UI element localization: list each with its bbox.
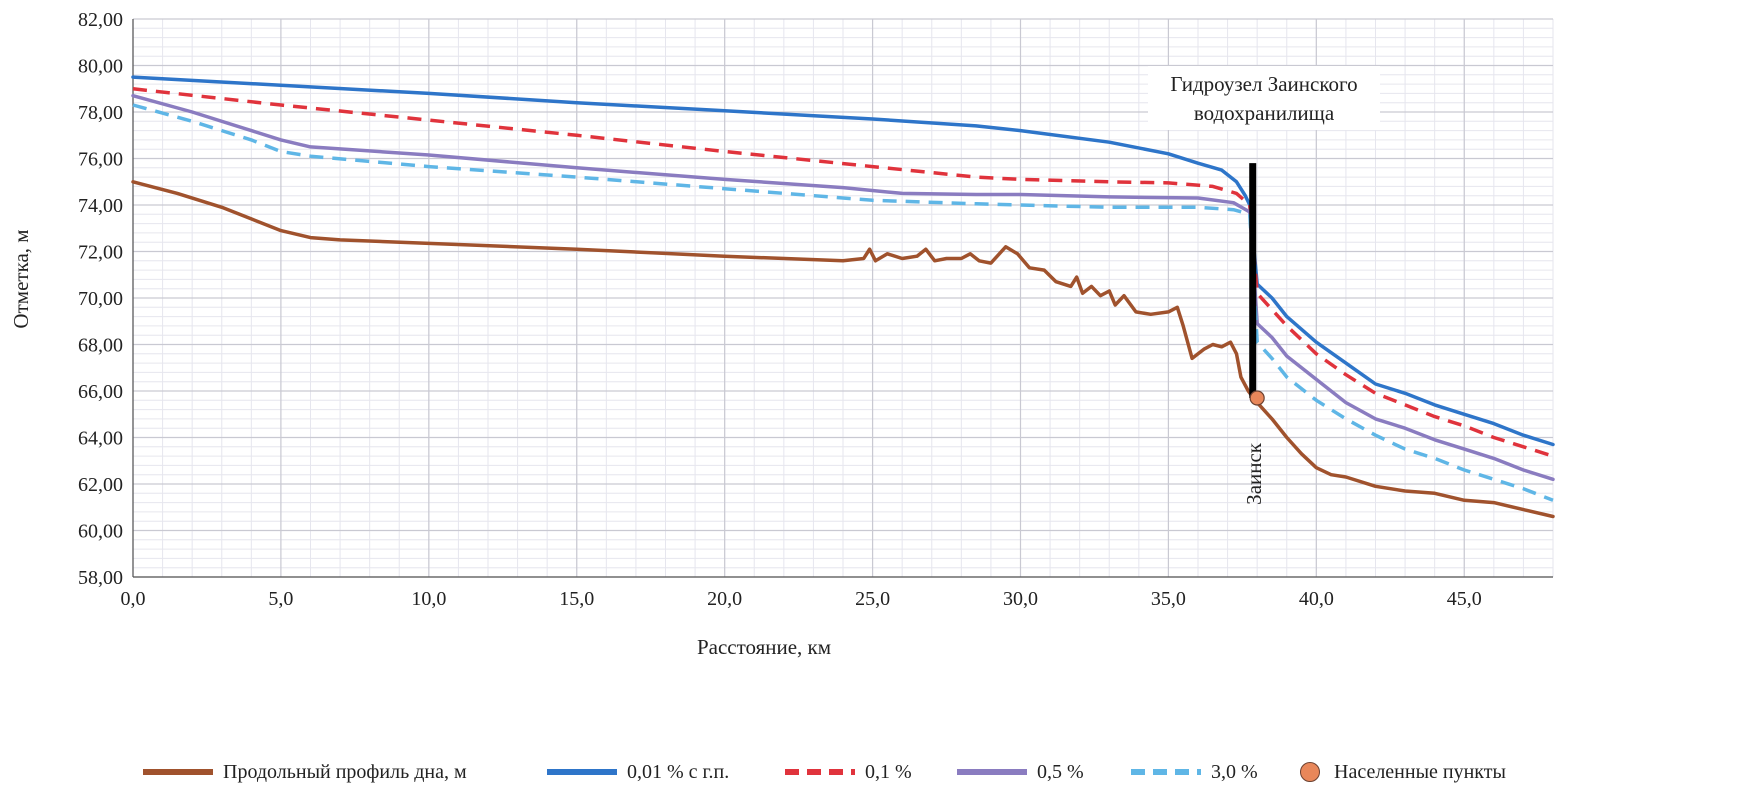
chart: 0,0 5,0 10,0 15,0 20,0 25,0 30,0 35,0 40,0 45,0 58… bbox=[9, 9, 1555, 659]
y-tick-label: 78,00 bbox=[78, 102, 123, 124]
legend-item-01: 0,1 % bbox=[785, 752, 912, 792]
y-tick-label: 76,00 bbox=[78, 149, 123, 171]
legend-label-01: 0,1 % bbox=[865, 760, 912, 783]
series-30 bbox=[132, 103, 1554, 502]
annotation-background bbox=[1148, 66, 1380, 130]
legend-label-05: 0,5 % bbox=[1037, 760, 1084, 783]
settlement-point bbox=[1249, 390, 1265, 406]
legend-item-30: 3,0 % bbox=[1131, 752, 1258, 792]
y-tick-label: 62,00 bbox=[78, 474, 123, 496]
legend-swatch-001 bbox=[547, 769, 617, 775]
y-tick-label: 74,00 bbox=[78, 195, 123, 217]
x-tick-label: 45,0 bbox=[1447, 588, 1482, 610]
legend-swatch-01 bbox=[785, 769, 855, 775]
axes: 0,0 5,0 10,0 15,0 20,0 25,0 30,0 35,0 40,0 45,0 58… bbox=[78, 9, 1553, 610]
y-tick-label: 80,00 bbox=[78, 56, 123, 78]
y-tick-label: 82,00 bbox=[78, 9, 123, 31]
x-tick-label: 5,0 bbox=[268, 588, 293, 610]
y-tick-label: 66,00 bbox=[78, 381, 123, 403]
x-tick-label: 15,0 bbox=[559, 588, 594, 610]
legend-item-bed-profile: Продольный профиль дна, м bbox=[143, 752, 467, 792]
y-tick-label: 72,00 bbox=[78, 242, 123, 264]
legend-item-settlements: Населенные пункты bbox=[1300, 752, 1506, 792]
legend-label-settlements: Населенные пункты bbox=[1334, 760, 1506, 783]
markers-layer: Заинск bbox=[1242, 163, 1266, 505]
legend-label-bed-profile: Продольный профиль дна, м bbox=[223, 760, 467, 783]
x-tick-label: 10,0 bbox=[411, 588, 446, 610]
x-tick-label: 0,0 bbox=[121, 588, 146, 610]
legend: Продольный профиль дна, м 0,01 % с г.п. … bbox=[0, 752, 1747, 792]
legend-item-05: 0,5 % bbox=[957, 752, 1084, 792]
y-axis-title: Отметка, м bbox=[9, 229, 33, 328]
y-tick-label: 68,00 bbox=[78, 335, 123, 357]
legend-swatch-30 bbox=[1131, 769, 1201, 775]
series-bed-profile bbox=[131, 180, 1555, 519]
y-tick-label: 70,00 bbox=[78, 288, 123, 310]
dam-annotation-line1: Гидроузел Заинского bbox=[1170, 72, 1357, 96]
x-tick-label: 25,0 bbox=[855, 588, 890, 610]
y-tick-label: 58,00 bbox=[78, 567, 123, 589]
dam-annotation-line2: водохранилища bbox=[1194, 101, 1335, 125]
x-tick-label: 40,0 bbox=[1299, 588, 1334, 610]
x-axis-title: Расстояние, км bbox=[697, 635, 831, 659]
legend-item-001: 0,01 % с г.п. bbox=[547, 752, 729, 792]
y-tick-label: 64,00 bbox=[78, 428, 123, 450]
series-001 bbox=[131, 75, 1555, 447]
legend-swatch-bed-profile bbox=[143, 769, 213, 775]
x-tick-label: 35,0 bbox=[1151, 588, 1186, 610]
x-tick-label: 30,0 bbox=[1003, 588, 1038, 610]
legend-label-30: 3,0 % bbox=[1211, 760, 1258, 783]
legend-swatch-settlements bbox=[1300, 762, 1320, 782]
series-05 bbox=[131, 93, 1555, 482]
legend-label-001: 0,01 % с г.п. bbox=[627, 760, 730, 783]
y-tick-label: 60,00 bbox=[78, 521, 123, 543]
settlement-label: Заинск bbox=[1242, 442, 1266, 505]
x-tick-label: 20,0 bbox=[707, 588, 742, 610]
legend-swatch-05 bbox=[957, 769, 1027, 775]
